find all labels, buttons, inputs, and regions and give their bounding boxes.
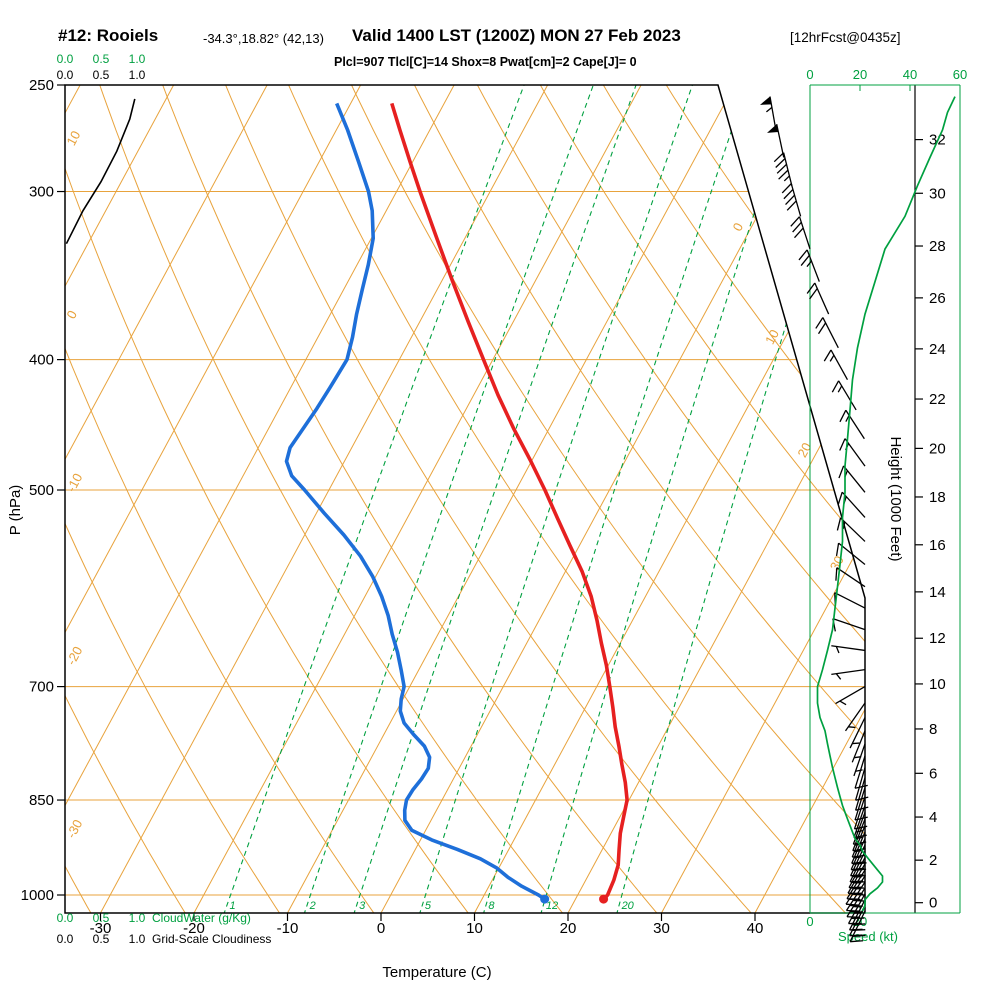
svg-text:14: 14 <box>929 584 946 601</box>
svg-text:0.5: 0.5 <box>93 68 110 82</box>
svg-text:40: 40 <box>903 67 917 82</box>
svg-text:24: 24 <box>929 341 946 358</box>
svg-text:700: 700 <box>29 679 54 696</box>
svg-text:1.0: 1.0 <box>129 911 146 925</box>
svg-text:4: 4 <box>929 809 937 826</box>
isotherm-labels: 10 0 -10 -20 -30 0 10 20 30 <box>63 128 846 840</box>
svg-text:30: 30 <box>929 185 946 202</box>
svg-text:3: 3 <box>359 900 366 912</box>
temperature-trace <box>390 102 629 901</box>
svg-text:-20: -20 <box>63 644 85 668</box>
temperature-axis: -30 -20 -10 0 10 20 30 40 Temperature (C) <box>90 913 764 981</box>
svg-text:1.0: 1.0 <box>129 68 146 82</box>
svg-text:Grid-Scale Cloudiness: Grid-Scale Cloudiness <box>152 932 271 946</box>
svg-text:30: 30 <box>653 920 670 937</box>
svg-text:Height (1000 Feet): Height (1000 Feet) <box>887 436 904 561</box>
forecast-hour-label: [12hrFcst@0435z] <box>790 30 901 45</box>
svg-text:Speed (kt): Speed (kt) <box>838 929 898 944</box>
svg-text:0: 0 <box>806 914 813 929</box>
svg-text:-20: -20 <box>183 920 205 937</box>
svg-text:5: 5 <box>425 900 432 912</box>
wind-barbs <box>760 96 869 943</box>
svg-text:18: 18 <box>929 489 946 506</box>
pressure-axis: 250 300 400 500 700 850 1000 P (hPa) <box>7 77 65 904</box>
svg-text:CloudWater (g/Kg): CloudWater (g/Kg) <box>152 911 251 925</box>
svg-text:22: 22 <box>929 391 946 408</box>
dewpoint-trace <box>284 102 546 901</box>
svg-text:1: 1 <box>230 900 236 912</box>
svg-text:400: 400 <box>29 352 54 369</box>
svg-text:0: 0 <box>929 895 937 912</box>
svg-text:0: 0 <box>377 920 385 937</box>
svg-text:20: 20 <box>621 900 635 912</box>
svg-text:0.5: 0.5 <box>93 911 110 925</box>
svg-text:16: 16 <box>929 537 946 554</box>
cloud-scales: 0.0 0.0 0.0 0.0 0.5 0.5 0.5 0.5 1.0 1.0 1.0 1.0 Clou… <box>57 52 272 946</box>
station-title: #12: Rooiels <box>58 26 159 45</box>
svg-text:0.5: 0.5 <box>93 932 110 946</box>
svg-text:-30: -30 <box>90 920 112 937</box>
mixing-ratio-labels: 1 2 3 5 8 12 20 <box>230 900 635 912</box>
svg-text:8: 8 <box>488 900 495 912</box>
surface-temperature-dot <box>599 894 609 904</box>
plot-frame <box>64 84 866 914</box>
svg-text:10: 10 <box>466 920 483 937</box>
svg-text:0.0: 0.0 <box>57 52 74 66</box>
svg-text:1.0: 1.0 <box>129 52 146 66</box>
svg-text:20: 20 <box>929 440 946 457</box>
cloudiness-trace <box>65 98 136 245</box>
svg-text:850: 850 <box>29 792 54 809</box>
svg-text:0: 0 <box>63 308 80 321</box>
svg-text:1000: 1000 <box>21 887 54 904</box>
svg-text:26: 26 <box>929 290 946 307</box>
svg-text:10: 10 <box>63 128 83 148</box>
svg-text:P (hPa): P (hPa) <box>7 485 24 536</box>
svg-text:0: 0 <box>806 67 813 82</box>
svg-text:2: 2 <box>309 900 316 912</box>
svg-text:10: 10 <box>929 676 946 693</box>
sounding-parameters: Plcl=907 Tlcl[C]=14 Shox=8 Pwat[cm]=2 Ca… <box>334 55 637 69</box>
station-coordinates: -34.3°,18.82° (42,13) <box>203 31 324 46</box>
svg-text:12: 12 <box>546 900 558 912</box>
valid-time-title: Valid 1400 LST (1200Z) MON 27 Feb 2023 <box>352 26 681 45</box>
svg-text:250: 250 <box>29 77 54 94</box>
svg-text:300: 300 <box>29 184 54 201</box>
svg-text:30: 30 <box>827 553 847 573</box>
svg-text:20: 20 <box>853 67 867 82</box>
wind-speed-profile <box>816 96 956 912</box>
svg-text:20: 20 <box>794 440 814 460</box>
svg-text:0.5: 0.5 <box>93 52 110 66</box>
skewt-background-grid <box>65 85 865 913</box>
svg-text:500: 500 <box>29 482 54 499</box>
svg-text:20: 20 <box>560 920 577 937</box>
svg-text:0: 0 <box>730 220 747 233</box>
svg-text:8: 8 <box>929 721 937 738</box>
svg-text:28: 28 <box>929 238 946 255</box>
svg-text:Temperature (C): Temperature (C) <box>382 964 491 981</box>
svg-text:1.0: 1.0 <box>129 932 146 946</box>
svg-text:-10: -10 <box>277 920 299 937</box>
svg-text:2: 2 <box>929 852 937 869</box>
svg-text:0.0: 0.0 <box>57 911 74 925</box>
svg-text:0.0: 0.0 <box>57 68 74 82</box>
svg-text:10: 10 <box>762 327 782 347</box>
svg-text:12: 12 <box>929 630 946 647</box>
svg-text:-30: -30 <box>63 817 85 841</box>
svg-text:-10: -10 <box>63 471 85 495</box>
svg-text:60: 60 <box>953 67 967 82</box>
surface-dewpoint-dot <box>540 894 550 904</box>
svg-text:0.0: 0.0 <box>57 932 74 946</box>
svg-text:6: 6 <box>929 765 937 782</box>
sounding-traces <box>65 98 629 904</box>
svg-text:40: 40 <box>747 920 764 937</box>
